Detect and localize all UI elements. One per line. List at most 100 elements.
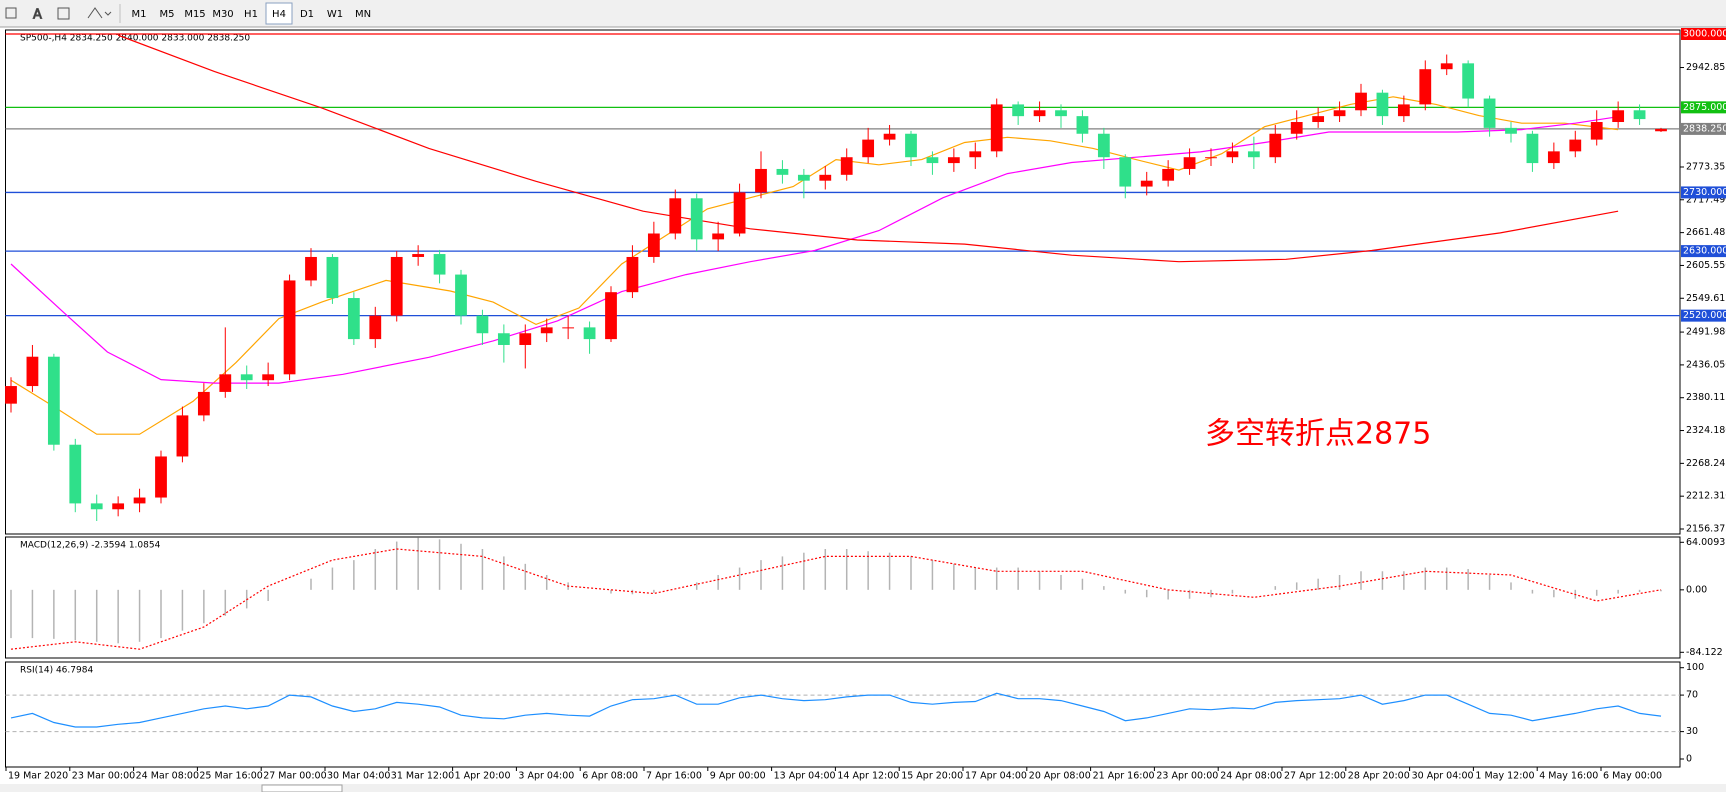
candle-body: [1247, 151, 1260, 158]
x-tick-label: 9 Apr 00:00: [710, 771, 766, 782]
candle-body: [5, 386, 17, 404]
x-tick-label: 4 May 16:00: [1539, 771, 1598, 782]
x-tick-label: 24 Apr 08:00: [1220, 771, 1282, 782]
candle-body: [733, 192, 746, 234]
candle-body: [455, 274, 467, 316]
candle-body: [862, 139, 875, 158]
candle-body: [669, 198, 682, 234]
candle-body: [1547, 151, 1560, 164]
chart-area: SP500-,H4 2834.250 2840.000 2833.000 283…: [5, 28, 1726, 782]
candle-body: [90, 503, 103, 510]
moving-average: [117, 34, 1619, 263]
candle-body: [390, 256, 403, 316]
text-tool[interactable]: A: [33, 7, 43, 23]
candle-body: [755, 168, 767, 193]
timeframe-button[interactable]: M30: [212, 9, 233, 20]
candle-body: [840, 157, 853, 175]
panel-frame: [5, 661, 1681, 768]
macd-signal: [10, 548, 1662, 650]
candle-body: [1376, 92, 1389, 117]
candle-body: [1312, 116, 1325, 123]
price-level-label: 3000.000: [1683, 29, 1726, 40]
rsi-line: [10, 692, 1662, 728]
x-tick-label: 30 Apr 04:00: [1412, 771, 1474, 782]
timeframe-button[interactable]: H4: [272, 9, 286, 20]
candle-body: [305, 256, 317, 281]
candle-body: [347, 298, 360, 340]
candle-body: [1055, 110, 1067, 117]
candle-body: [69, 444, 82, 504]
candle-body: [1505, 127, 1517, 134]
candle-body: [326, 256, 339, 299]
y-tick-label: 30: [1686, 726, 1698, 737]
price-level-label: 2730.000: [1683, 187, 1726, 198]
y-tick-label: 2605.550: [1686, 260, 1726, 271]
x-tick-label: 19 Mar 2020: [8, 771, 68, 782]
timeframe-buttons: M1 M5 M15 M30 H1 H4 D1 W1 MN: [132, 2, 371, 25]
y-tick-label: 70: [1686, 690, 1698, 701]
timeframe-button[interactable]: M1: [132, 9, 147, 20]
x-tick-label: 23 Mar 00:00: [72, 771, 135, 782]
shapes-dropdown[interactable]: [104, 11, 112, 16]
y-tick-label: -84.122: [1686, 647, 1723, 658]
candle-body: [1440, 63, 1453, 70]
price-level-label: 2520.000: [1683, 310, 1726, 321]
candle-body: [197, 391, 210, 416]
timeframe-button[interactable]: D1: [300, 9, 314, 20]
y-tick-label: 2661.485: [1686, 227, 1726, 238]
price-level-tag: [1681, 101, 1726, 114]
x-tick-label: 15 Apr 20:00: [901, 771, 963, 782]
y-tick-label: 2156.375: [1686, 524, 1726, 535]
candle-body: [647, 233, 660, 257]
price-level-tag: [1681, 122, 1726, 135]
x-tick-label: 31 Mar 12:00: [391, 771, 454, 782]
candle-body: [1097, 133, 1110, 158]
y-tick-label: 2380.115: [1686, 392, 1726, 403]
candle-body: [905, 133, 917, 158]
candle-body: [1355, 92, 1367, 111]
timeframe-button[interactable]: M15: [184, 9, 205, 20]
drawing-tools: A: [5, 7, 112, 23]
candle-body: [240, 374, 253, 381]
timeframe-button[interactable]: M5: [160, 9, 175, 20]
candle-body: [776, 168, 789, 175]
x-tick-label: 21 Apr 16:00: [1093, 771, 1155, 782]
x-tick-label: 27 Apr 12:00: [1284, 771, 1346, 782]
candle-body: [1119, 157, 1132, 187]
candle-body: [1183, 157, 1196, 169]
candle-body: [540, 327, 553, 334]
label-tool[interactable]: [57, 7, 70, 20]
candle-body: [1205, 157, 1217, 159]
y-tick-label: 2773.355: [1686, 161, 1726, 172]
moving-average: [10, 96, 1619, 435]
y-tick-label: 64.0093: [1686, 537, 1725, 548]
y-tick-label: 0: [1686, 754, 1692, 765]
candle-body: [262, 374, 275, 381]
timeframe-active: [265, 2, 293, 25]
candle-body: [112, 503, 125, 510]
candle-body: [1397, 104, 1410, 117]
candle-body: [1655, 128, 1667, 132]
chart-tab[interactable]: [261, 784, 343, 792]
timeframe-button[interactable]: W1: [327, 9, 343, 20]
candle-body: [1462, 63, 1475, 99]
candle-body: [1612, 110, 1625, 123]
candle-body: [1290, 122, 1303, 134]
x-tick-label: 1 May 12:00: [1475, 771, 1534, 782]
price-level-tag: [1681, 186, 1726, 199]
candle-body: [26, 356, 39, 387]
shapes-tool[interactable]: [87, 7, 103, 19]
candle-body: [1226, 151, 1239, 158]
candle-body: [519, 333, 532, 345]
cursor-tool[interactable]: [5, 7, 17, 19]
candle-body: [412, 254, 425, 257]
candle-body: [797, 174, 810, 181]
timeframe-button[interactable]: H1: [244, 9, 258, 20]
y-tick-label: 2549.615: [1686, 293, 1726, 304]
timeframe-button[interactable]: MN: [355, 9, 371, 20]
x-tick-label: 24 Mar 08:00: [136, 771, 199, 782]
x-tick-label: 23 Apr 00:00: [1156, 771, 1218, 782]
x-tick-label: 28 Apr 20:00: [1348, 771, 1410, 782]
y-tick-label: 2212.310: [1686, 491, 1726, 502]
